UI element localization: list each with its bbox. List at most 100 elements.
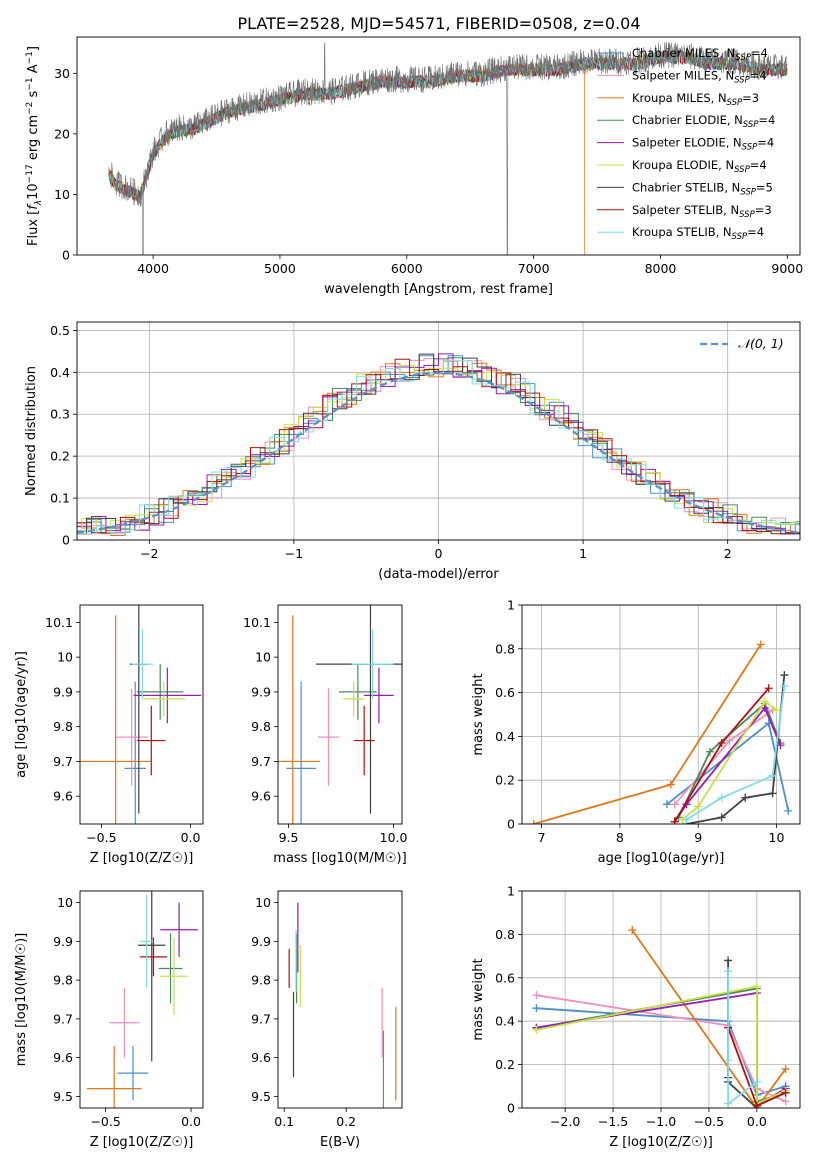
series-marker-8 xyxy=(780,682,789,691)
chart-spectrum: 4000 5000 6000 7000 8000 9000 0 10 20 30 wavelengt… xyxy=(25,36,803,297)
x-tick-label: −0.5 xyxy=(86,830,116,845)
weight-lines xyxy=(529,640,793,824)
x-tick-label: 10 xyxy=(769,830,785,845)
legend-label-sub: SSP xyxy=(734,165,750,175)
series-marker-6 xyxy=(780,671,789,680)
x-tick-label: −1 xyxy=(285,546,303,561)
plot-frame xyxy=(79,604,204,825)
series-marker-8 xyxy=(717,793,726,802)
y-tick-label: 9.7 xyxy=(251,1011,271,1026)
series-marker-5 xyxy=(752,982,761,991)
y-tick-label: 0.1 xyxy=(50,491,70,506)
series-line-8 xyxy=(686,685,786,821)
legend-label-value: =3 xyxy=(742,91,759,105)
legend-label-sub: SSP xyxy=(739,210,755,220)
series-marker-7 xyxy=(764,684,773,693)
x-tick-label: 9 xyxy=(694,830,702,845)
legend-label: Kroupa ELODIE, NSSP=4 xyxy=(632,158,767,175)
chart-age-vs-Z: −0.5 0.0 9.6 9.7 9.8 9.9 10 10.1 Z [log10(Z/Z☉)]… xyxy=(14,604,204,866)
chart-mass-vs-EBV: 0.1 0.2 9.5 9.6 9.7 9.8 9.9 10 E(B-V) xyxy=(251,890,403,1150)
y-axis-label: Normed distribution xyxy=(24,366,39,496)
plot-frame xyxy=(521,604,801,825)
legend-label-sub: SSP xyxy=(740,187,756,197)
plot-frame xyxy=(277,890,403,1109)
legend-label-sub: SSP xyxy=(734,75,750,85)
plot-frame xyxy=(521,890,801,1109)
y-tick-label: 10 xyxy=(57,895,73,910)
x-tick-label: 9.5 xyxy=(279,830,299,845)
x-tick-label: −2 xyxy=(140,546,158,561)
legend-label-name: Kroupa MILES, N xyxy=(632,91,727,105)
y-tick-label: 9.5 xyxy=(251,1089,271,1104)
y-tick-label: 0 xyxy=(507,1101,515,1116)
x-tick-label: 10.0 xyxy=(380,830,408,845)
y-tick-label: 10.1 xyxy=(243,615,271,630)
y-tick-label: 9.8 xyxy=(251,973,271,988)
legend-label-sub: SSP xyxy=(727,98,743,108)
legend-label-name: Chabrier MILES, N xyxy=(632,46,735,60)
series-line-8 xyxy=(727,971,758,1106)
legend-label-value: =3 xyxy=(755,203,772,217)
chart-mass-weight-vs-age: 7 8 9 10 0 0.2 0.4 0.6 0.8 1 age [log10(age/yr)] ma… xyxy=(471,598,801,866)
legend-label: Salpeter MILES, NSSP=4 xyxy=(632,68,767,85)
series-marker-5 xyxy=(694,802,703,811)
legend-label-sub: SSP xyxy=(742,143,758,153)
x-tick-label: 8000 xyxy=(645,261,677,276)
legend-label-sub: SSP xyxy=(735,53,751,63)
series-marker-8 xyxy=(724,1056,733,1065)
chart-age-vs-mass: 9.5 10.0 9.6 9.7 9.8 9.9 10 10.1 mass [log10(M/M… xyxy=(243,604,408,866)
x-tick-label: 7000 xyxy=(518,261,550,276)
y-axis-label-part: s xyxy=(26,90,41,101)
legend-label-name: Kroupa ELODIE, N xyxy=(632,158,734,172)
series-line-5 xyxy=(681,700,778,821)
y-tick-label: 0.5 xyxy=(50,323,70,338)
x-tick-label: −1.0 xyxy=(646,1114,676,1129)
y-tick-label: 0.4 xyxy=(495,729,515,744)
y-tick-label: 9.6 xyxy=(53,1050,73,1065)
legend-label: Kroupa STELIB, NSSP=4 xyxy=(632,225,764,242)
series-marker-0 xyxy=(784,806,793,815)
histogram-lines xyxy=(77,353,800,536)
y-tick-label: 0 xyxy=(62,533,70,548)
plot-frame xyxy=(76,36,801,256)
y-axis-label: mass [log10(M/M☉)] xyxy=(14,933,29,1066)
y-axis-label-part: 10 xyxy=(26,183,41,200)
series-marker-2 xyxy=(756,640,765,649)
y-tick-label: 9.7 xyxy=(53,754,73,769)
series-marker-6 xyxy=(717,813,726,822)
legend-label-sub: SSP xyxy=(743,120,759,130)
series-marker-3 xyxy=(705,747,714,756)
legend-label: Chabrier STELIB, NSSP=5 xyxy=(632,180,773,197)
plot-frame xyxy=(76,321,801,541)
series-line-5 xyxy=(536,985,786,1106)
series-marker-2 xyxy=(666,780,675,789)
x-tick-label: 4000 xyxy=(137,261,169,276)
x-axis-label: (data-model)/error xyxy=(378,567,499,582)
series-marker-7 xyxy=(752,1101,761,1108)
y-tick-label: 9.8 xyxy=(251,719,271,734)
y-tick-label: 10 xyxy=(54,187,70,202)
gaussian-curve xyxy=(77,371,800,534)
x-tick-label: −0.5 xyxy=(694,1114,724,1129)
y-tick-label: 1 xyxy=(507,598,515,613)
x-tick-label: 9000 xyxy=(771,261,803,276)
series-marker-1 xyxy=(725,736,734,745)
series-marker-1 xyxy=(670,800,679,809)
x-tick-label: 0 xyxy=(435,546,443,561)
chart-mass-vs-Z: −0.5 0.0 9.5 9.6 9.7 9.8 9.9 10 Z [log10(Z/Z☉)] m… xyxy=(14,890,204,1150)
series-marker-6 xyxy=(724,956,733,965)
legend-label-value: =4 xyxy=(750,158,767,172)
y-axis-label-part: λ xyxy=(34,200,44,206)
series-marker-8 xyxy=(724,967,733,976)
y-tick-label: 10 xyxy=(255,895,271,910)
x-tick-label: −0.5 xyxy=(90,1114,120,1129)
x-tick-label: 0.1 xyxy=(274,1114,294,1129)
error-bars xyxy=(278,605,402,824)
error-bars xyxy=(80,605,202,824)
y-axis-label-part: −1 xyxy=(25,51,35,64)
series-marker-5 xyxy=(760,697,769,706)
spectrum-data xyxy=(108,41,788,255)
y-tick-label: 9.7 xyxy=(251,754,271,769)
series-marker-7 xyxy=(670,817,679,824)
